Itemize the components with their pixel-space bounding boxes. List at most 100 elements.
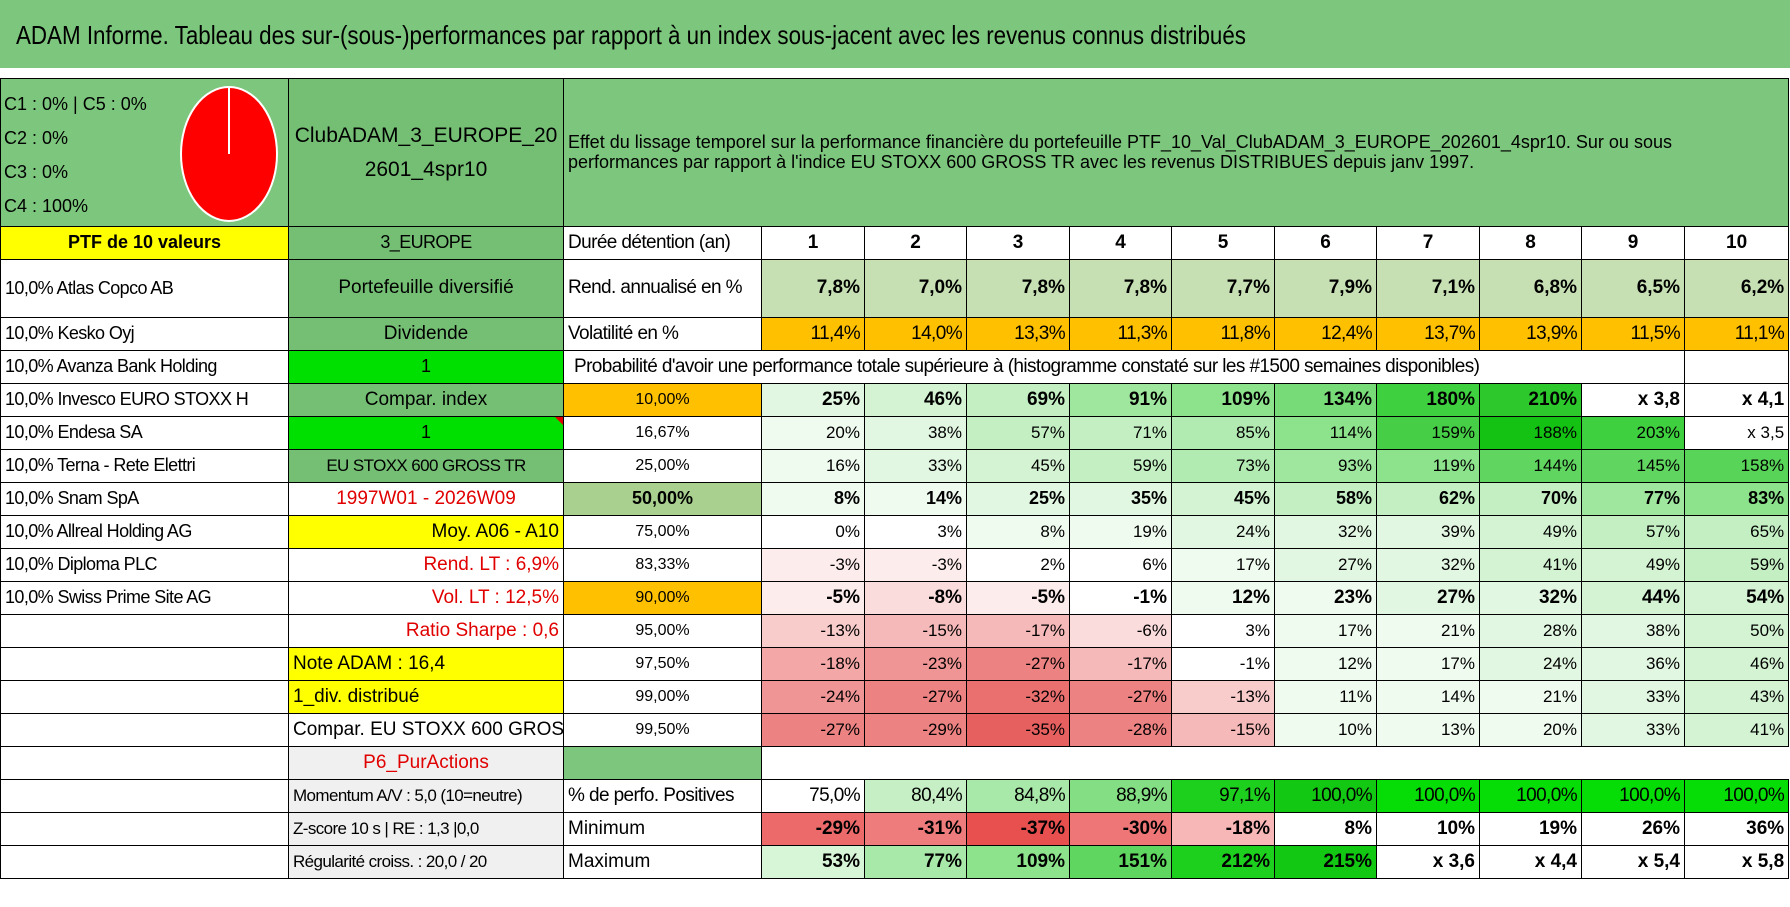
year-header-1: 1	[761, 226, 865, 260]
prob-value: -27%	[864, 680, 967, 714]
positives-value: 100,0%	[1274, 779, 1377, 813]
prob-value: 14%	[1376, 680, 1480, 714]
prob-value: 85%	[1171, 416, 1275, 450]
prob-value: 119%	[1376, 449, 1480, 483]
maximum-value: x 4,4	[1479, 845, 1582, 879]
rend-value-1: 7,8%	[761, 259, 865, 318]
year-header-7: 7	[1376, 226, 1480, 260]
maximum-value: 77%	[864, 845, 967, 879]
percentile-label: 83,33%	[563, 548, 762, 582]
portfolio-name: ClubADAM_3_EUROPE_202601_4spr10	[288, 78, 564, 227]
year-header-4: 4	[1069, 226, 1172, 260]
grid-row: 10,0% Kesko Oyj Dividende Volatilité en % 1…	[0, 317, 1790, 351]
prob-value: 50%	[1683, 614, 1790, 648]
empty-cell	[1683, 350, 1790, 384]
grid-row: 10,0% Endesa SA 1 16,67% 20% 38% 57% 71% 85% 114…	[0, 416, 1790, 450]
empty-cell	[0, 647, 289, 681]
prob-value: 144%	[1479, 449, 1582, 483]
prob-value: 49%	[1581, 548, 1685, 582]
prob-value: 32%	[1376, 548, 1480, 582]
prob-value: 11%	[1274, 680, 1377, 714]
prob-value: 16%	[761, 449, 865, 483]
prob-value: 54%	[1683, 581, 1790, 615]
empty-cell	[0, 680, 289, 714]
prob-value: 32%	[1479, 581, 1582, 615]
prob-value: 114%	[1274, 416, 1377, 450]
prob-value: 19%	[1069, 515, 1172, 549]
sharpe-label: Ratio Sharpe : 0,6	[288, 614, 564, 648]
moy-label: Moy. A06 - A10	[288, 515, 564, 549]
vol-value-5: 11,8%	[1171, 317, 1275, 351]
empty-cell	[0, 614, 289, 648]
rend-value-2: 7,0%	[864, 259, 967, 318]
regularite-label: Régularité croiss. : 20,0 / 20	[288, 845, 564, 879]
vol-value-2: 14,0%	[864, 317, 967, 351]
empty-cell	[0, 812, 289, 846]
prob-value: -5%	[761, 581, 865, 615]
prob-value: -27%	[966, 647, 1070, 681]
grid-row: 10,0% Terna - Rete Elettri EU STOXX 600 G…	[0, 449, 1790, 483]
prob-value: 73%	[1171, 449, 1275, 483]
positives-value: 80,4%	[864, 779, 967, 813]
empty-cell	[0, 845, 289, 879]
year-header-9: 9	[1581, 226, 1685, 260]
holding-1: 10,0% Atlas Copco AB	[0, 259, 289, 318]
summary-line-3: C3 : 0%	[4, 162, 69, 182]
rend-value-5: 7,7%	[1171, 259, 1275, 318]
prob-value: x 3,5	[1683, 416, 1790, 450]
rend-value-6: 7,9%	[1274, 259, 1377, 318]
empty-cell	[0, 746, 289, 780]
prob-value: 91%	[1069, 383, 1172, 417]
prob-value: 28%	[1479, 614, 1582, 648]
report-title-bar: ADAM Informe. Tableau des sur-(sous-)per…	[0, 0, 1790, 68]
prob-value: 33%	[1581, 680, 1685, 714]
prob-value: 41%	[1683, 713, 1790, 747]
vol-value-8: 13,9%	[1479, 317, 1582, 351]
maximum-value: 151%	[1069, 845, 1172, 879]
rend-value-7: 7,1%	[1376, 259, 1480, 318]
prob-value: 65%	[1683, 515, 1790, 549]
prob-value: 14%	[864, 482, 967, 516]
maximum-value: x 5,8	[1683, 845, 1790, 879]
prob-value: 3%	[1171, 614, 1275, 648]
year-header-10: 10	[1683, 226, 1790, 260]
prob-value: 12%	[1274, 647, 1377, 681]
prob-value: 33%	[1581, 713, 1685, 747]
grid-row: P6_PurActions	[0, 746, 1789, 780]
minimum-value: -31%	[864, 812, 967, 846]
maximum-value: 109%	[966, 845, 1070, 879]
prob-value: -18%	[761, 647, 865, 681]
prob-value: 8%	[966, 515, 1070, 549]
minimum-value: 10%	[1376, 812, 1480, 846]
prob-value: 46%	[1683, 647, 1790, 681]
probability-label: Probabilité d'avoir une performance tota…	[563, 350, 1685, 384]
holding-8: 10,0% Allreal Holding AG	[0, 515, 289, 549]
prob-value: 0%	[761, 515, 865, 549]
prob-value: -17%	[966, 614, 1070, 648]
positives-value: 100,0%	[1376, 779, 1480, 813]
report-description: Effet du lissage temporel sur la perform…	[562, 78, 1790, 227]
prob-value: -23%	[864, 647, 967, 681]
prob-value: 21%	[1376, 614, 1480, 648]
prob-value: 45%	[966, 449, 1070, 483]
flag-one-b: 1	[288, 416, 564, 450]
prob-value: -17%	[1069, 647, 1172, 681]
percentile-label: 99,00%	[563, 680, 762, 714]
prob-value: 17%	[1376, 647, 1480, 681]
summary-line-4: C4 : 100%	[4, 196, 89, 216]
prob-value: 93%	[1274, 449, 1377, 483]
prob-value: 17%	[1274, 614, 1377, 648]
prob-value: -13%	[761, 614, 865, 648]
grid-row: 10,0% Allreal Holding AG Moy. A06 - A10 75…	[0, 515, 1790, 549]
vol-value-4: 11,3%	[1069, 317, 1172, 351]
maximum-value: x 5,4	[1581, 845, 1685, 879]
prob-value: 36%	[1581, 647, 1685, 681]
prob-value: 44%	[1581, 581, 1685, 615]
prob-value: 70%	[1479, 482, 1582, 516]
rend-value-9: 6,5%	[1581, 259, 1685, 318]
prob-value: 13%	[1376, 713, 1480, 747]
holding-6: 10,0% Terna - Rete Elettri	[0, 449, 289, 483]
prob-value: -13%	[1171, 680, 1275, 714]
grid-row: 10,0% Invesco EURO STOXX H Compar. index 1…	[0, 383, 1790, 417]
note-adam-label: Note ADAM : 16,4	[288, 647, 564, 681]
